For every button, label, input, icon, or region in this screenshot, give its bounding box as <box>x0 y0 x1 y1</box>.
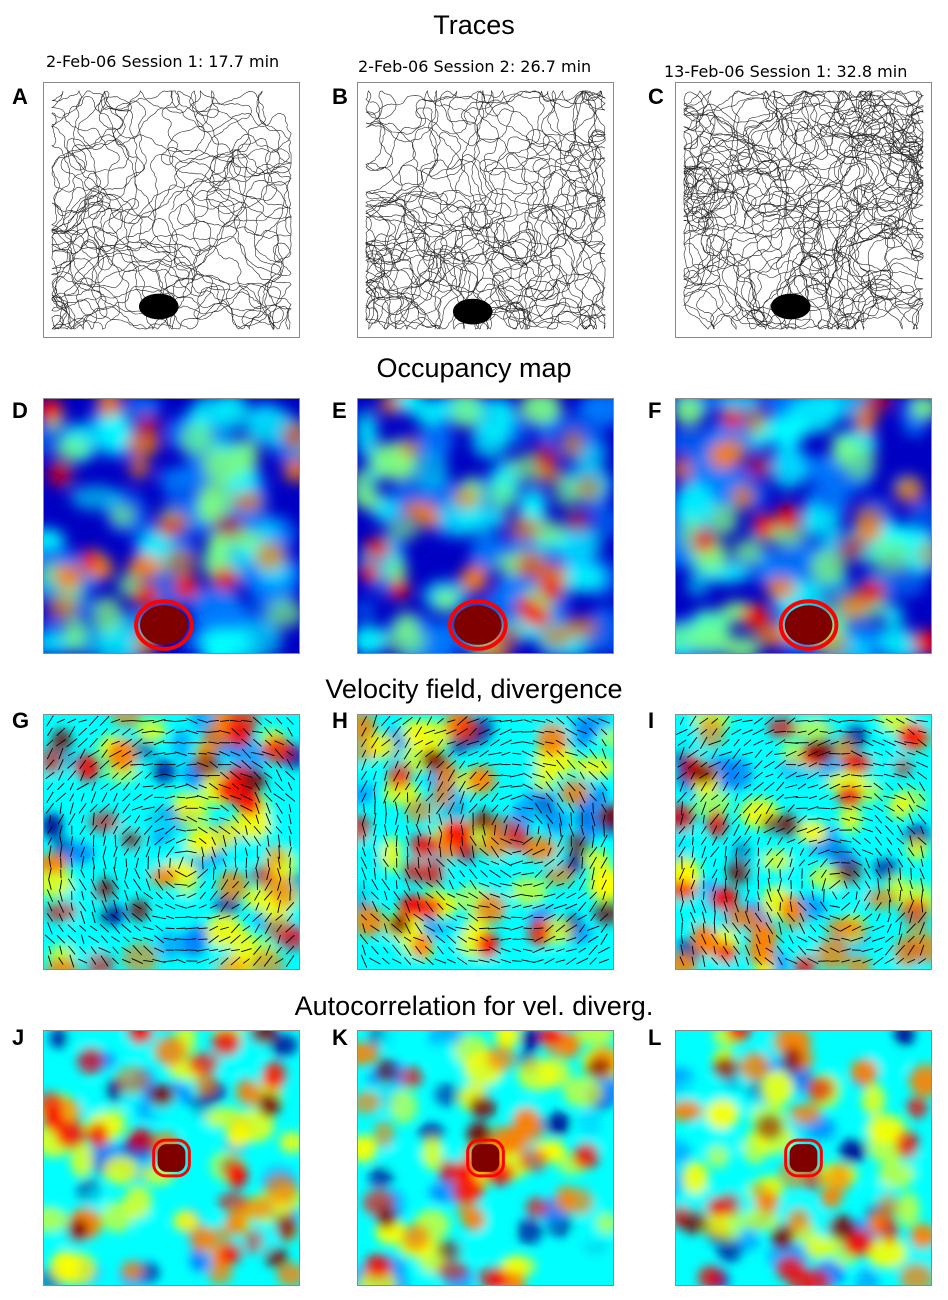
panel-letter-a: A <box>12 84 28 109</box>
panel-letter-f: F <box>648 398 662 423</box>
panel-letter-j: J <box>12 1025 25 1050</box>
velocity-divergence-i <box>675 714 932 970</box>
occupancy-title: Occupancy map <box>376 353 572 383</box>
autocorrelation-l <box>675 1030 932 1286</box>
panel-letter-k: K <box>332 1025 348 1050</box>
panel-letter-b: B <box>332 84 348 109</box>
autocorr-title: Autocorrelation for vel. diverg. <box>294 991 654 1021</box>
velocity-divergence-g <box>43 714 300 970</box>
panel-letter-g: G <box>12 708 30 733</box>
traces-title: Traces <box>433 10 515 40</box>
occupancy-map-e <box>357 398 614 654</box>
session-label-c: 13-Feb-06 Session 1: 32.8 min <box>664 62 908 81</box>
panel-letter-h: H <box>332 708 348 733</box>
panel-letter-i: I <box>648 708 655 733</box>
trace-panel-c <box>675 82 932 338</box>
panel-letter-e: E <box>332 398 347 423</box>
velocity-divergence-h <box>357 714 614 970</box>
occupancy-map-d <box>43 398 300 654</box>
session-label-a: 2-Feb-06 Session 1: 17.7 min <box>46 52 280 71</box>
session-label-b: 2-Feb-06 Session 2: 26.7 min <box>358 57 592 76</box>
trace-panel-b <box>357 82 614 338</box>
panel-letter-l: L <box>648 1025 662 1050</box>
autocorrelation-k <box>357 1030 614 1286</box>
panel-letter-d: D <box>12 398 28 423</box>
occupancy-map-f <box>675 398 932 654</box>
autocorrelation-j <box>43 1030 300 1286</box>
trace-panel-a <box>43 82 300 338</box>
panel-letter-c: C <box>648 84 664 109</box>
velocity-title: Velocity field, divergence <box>325 674 623 704</box>
